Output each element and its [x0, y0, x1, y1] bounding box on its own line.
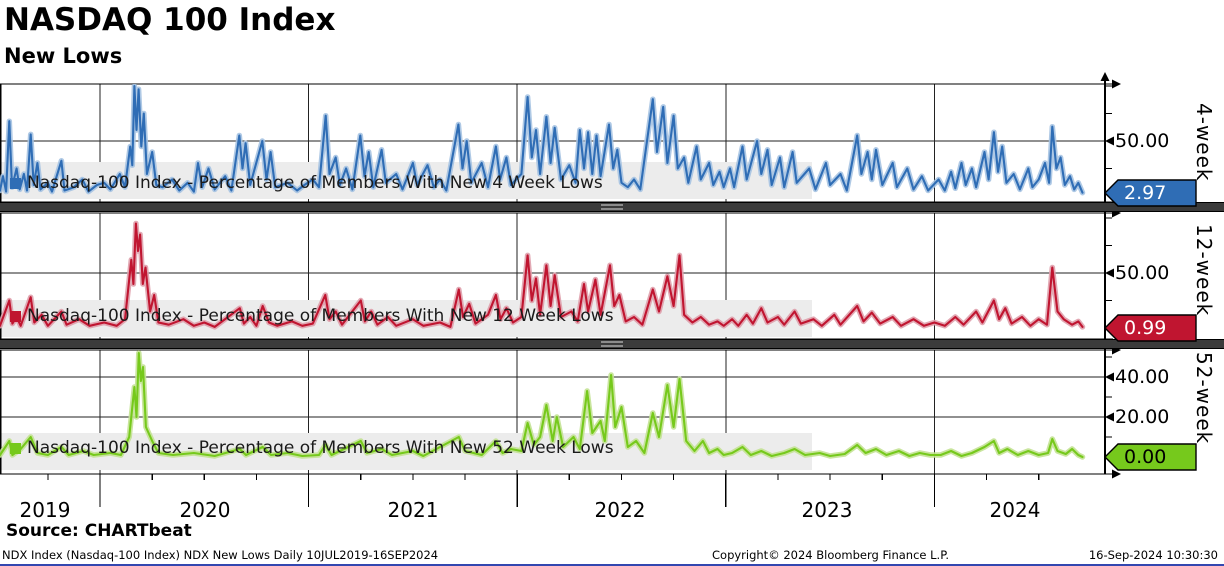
legend-band — [0, 300, 812, 337]
y-tick-label: 40.00 — [1115, 366, 1170, 388]
series-line-52-week — [0, 351, 1084, 459]
tick-arrow-icon — [1105, 412, 1114, 422]
separator-grip-icon[interactable] — [601, 204, 623, 210]
last-value-badge-52week: 0.00 — [1124, 446, 1167, 468]
legend-12-week: Nasdaq-100 Index - Percentage of Members… — [10, 306, 614, 326]
legend-label: Nasdaq-100 Index - Percentage of Members… — [27, 306, 614, 326]
terminal-bottom-strip — [0, 564, 1224, 566]
tick-arrow-icon — [1105, 136, 1114, 146]
last-value-badge-shape — [1104, 314, 1197, 342]
gridlines — [0, 350, 1105, 474]
series-line-12-week — [0, 222, 1084, 328]
legend-52-week: Nasdaq-100 Index - Percentage of Members… — [10, 438, 614, 458]
panel-label-52week: 52-week — [1192, 352, 1216, 445]
last-value-badge-4week: 2.97 — [1124, 182, 1167, 204]
page-title: NASDAQ 100 Index — [4, 2, 336, 38]
tick-arrow-icon — [1105, 372, 1114, 382]
y-tick-label: 20.00 — [1115, 406, 1170, 428]
source-line: Source: CHARTbeat — [6, 521, 192, 541]
legend-marker-icon — [10, 177, 21, 189]
legend-4-week: Nasdaq-100 Index - Percentage of Members… — [10, 173, 603, 193]
y-axis-ticks — [1105, 85, 1112, 170]
x-axis-ticks — [47, 474, 1040, 507]
panel-frame — [0, 344, 1113, 475]
panel-separator[interactable] — [0, 339, 1224, 349]
x-axis-arrow-icon — [1112, 469, 1121, 479]
legend-label: Nasdaq-100 Index - Percentage of Members… — [27, 173, 603, 193]
footer-copyright: Copyright© 2024 Bloomberg Finance L.P. — [712, 548, 949, 562]
footer-ticker-info: NDX Index (Nasdaq-100 Index) NDX New Low… — [2, 548, 439, 562]
series-line-4-week — [0, 84, 1084, 194]
y-tick-label: 50.00 — [1115, 262, 1170, 284]
x-tick-2019: 2019 — [19, 498, 71, 522]
last-value-badge-shape — [1104, 179, 1197, 207]
legend-marker-icon — [10, 310, 21, 322]
x-tick-2024: 2024 — [989, 498, 1041, 522]
y-tick-label: 50.00 — [1115, 130, 1170, 152]
tick-arrow-icon — [1105, 268, 1114, 278]
x-tick-2020: 2020 — [179, 498, 231, 522]
x-tick-2023: 2023 — [801, 498, 853, 522]
page-subtitle: New Lows — [4, 44, 123, 68]
footer-timestamp: 16-Sep-2024 10:30:30 — [1088, 548, 1218, 562]
panel-separator[interactable] — [0, 202, 1224, 212]
separator-grip-icon[interactable] — [601, 341, 623, 347]
legend-label: Nasdaq-100 Index - Percentage of Members… — [27, 438, 614, 458]
x-tick-2021: 2021 — [387, 498, 439, 522]
x-tick-2022: 2022 — [594, 498, 646, 522]
y-axis-ticks — [1105, 356, 1112, 438]
axis-arrow-icon — [1100, 72, 1121, 89]
last-value-badge-12week: 0.99 — [1124, 317, 1167, 339]
legend-marker-icon — [10, 442, 21, 454]
y-axis-ticks — [1105, 217, 1112, 302]
last-value-badge-shape — [1104, 443, 1197, 471]
panel-label-12week: 12-week — [1192, 224, 1216, 317]
panel-label-4week: 4-week — [1192, 103, 1216, 182]
